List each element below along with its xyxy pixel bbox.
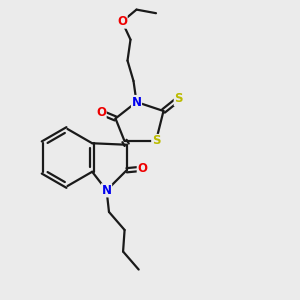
Text: S: S [174, 92, 183, 106]
Text: S: S [152, 134, 160, 148]
Text: O: O [117, 15, 127, 28]
Text: O: O [96, 106, 106, 119]
Text: O: O [137, 162, 147, 175]
Text: N: N [131, 95, 142, 109]
Text: N: N [102, 184, 112, 197]
